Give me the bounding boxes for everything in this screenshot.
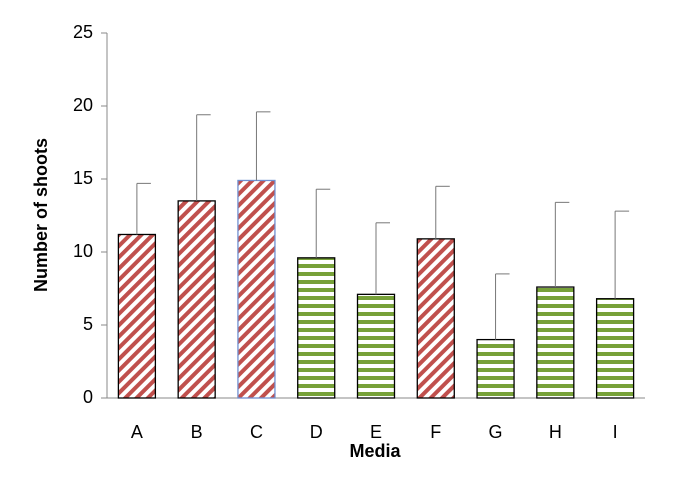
bar: [476, 338, 515, 399]
bar: [416, 238, 455, 399]
x-tick-label: F: [430, 422, 441, 442]
x-tick-label: A: [131, 422, 143, 442]
x-tick-label: H: [549, 422, 562, 442]
x-tick-label: C: [250, 422, 263, 442]
bar: [356, 293, 396, 399]
y-axis-label: Number of shoots: [31, 138, 51, 292]
y-tick-label: 0: [83, 387, 93, 407]
x-tick-label: D: [310, 422, 323, 442]
x-tick-label: B: [191, 422, 203, 442]
y-tick-label: 15: [73, 168, 93, 188]
x-tick-label: I: [613, 422, 618, 442]
y-tick-label: 25: [73, 22, 93, 42]
y-tick-label: 5: [83, 314, 93, 334]
y-tick-label: 20: [73, 95, 93, 115]
x-axis-label: Media: [349, 441, 401, 461]
y-tick-label: 10: [73, 241, 93, 261]
x-tick-label: E: [370, 422, 382, 442]
bar: [595, 298, 635, 399]
bar: [117, 233, 157, 399]
bar: [237, 179, 276, 399]
bar: [536, 286, 575, 399]
x-tick-label: G: [489, 422, 503, 442]
bar: [177, 200, 216, 399]
bar: [297, 257, 336, 399]
